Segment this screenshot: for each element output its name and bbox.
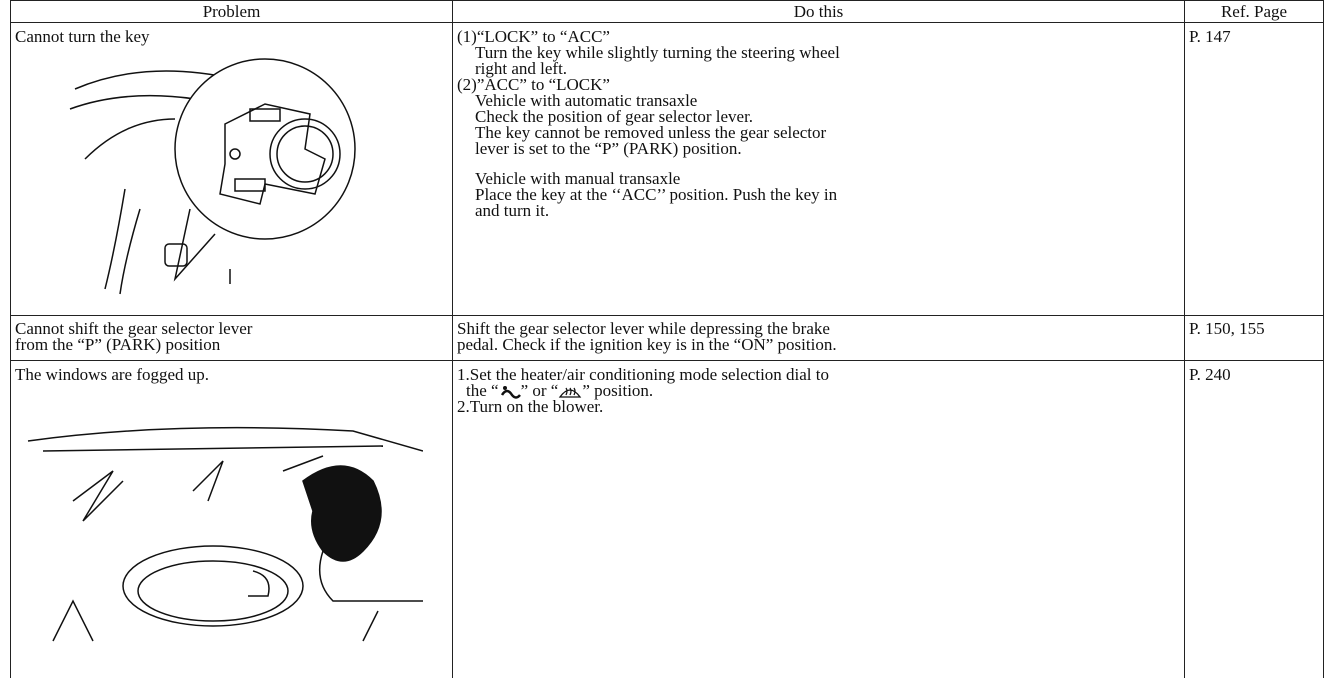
problem-cell: The windows are fogged up. <box>10 360 453 678</box>
step-text: 2.Turn on the blower. <box>457 397 604 417</box>
defrost-icon <box>559 387 582 398</box>
step-text: 1.Set the heater/air conditioning mode s… <box>457 365 830 384</box>
step-text: and turn it. <box>475 201 550 220</box>
ref-text: P. 240 <box>1189 365 1231 384</box>
step-text: the “ ” or “ ” position. <box>457 381 1180 400</box>
step-text: Vehicle with automatic transaxle <box>475 91 698 110</box>
header-cell: Do this <box>452 0 1185 23</box>
step-text: pedal. Check if the ignition key is in t… <box>457 335 837 354</box>
step-text: Vehicle with manual transaxle <box>475 169 681 188</box>
step-text-part: the “ <box>466 381 499 400</box>
step-text-part: ” position. <box>582 381 654 400</box>
problem-text: Cannot turn the key <box>15 27 150 46</box>
problem-cell: Cannot shift the gear selector lever fro… <box>10 315 453 361</box>
foot-defrost-icon <box>500 386 521 399</box>
row: Cannot turn the key (1)“LOCK” to “ACC” T… <box>10 22 1324 316</box>
troubleshooting-table: Problem Do this Ref. Page Cannot turn th… <box>10 0 1324 678</box>
step-text: lever is set to the “P” (PARK) position. <box>475 139 742 158</box>
ref-text: P. 147 <box>1189 27 1231 46</box>
step-text: (2)”ACC” to “LOCK” <box>457 75 610 94</box>
row: Cannot shift the gear selector lever fro… <box>10 315 1324 361</box>
problem-cell: Cannot turn the key <box>10 22 453 316</box>
do-this-cell: 1.Set the heater/air conditioning mode s… <box>452 360 1185 678</box>
ref-text: P. 150, 155 <box>1189 319 1265 338</box>
key-illustration <box>69 58 356 295</box>
step-text: (1)“LOCK” to “ACC” <box>457 27 610 46</box>
problem-text: The windows are fogged up. <box>15 365 210 384</box>
step-text: Place the key at the ‘‘ACC’’ position. P… <box>475 185 838 204</box>
ref-cell: P. 150, 155 <box>1184 315 1324 361</box>
step-text: Shift the gear selector lever while depr… <box>457 319 830 338</box>
ref-cell: P. 240 <box>1184 360 1324 678</box>
do-this-cell: Shift the gear selector lever while depr… <box>452 315 1185 361</box>
header-row: Problem Do this Ref. Page <box>10 0 1324 23</box>
step-text: Turn the key while slightly turning the … <box>475 43 840 62</box>
step-text: The key cannot be removed unless the gea… <box>475 123 827 142</box>
header-cell: Ref. Page <box>1184 0 1324 23</box>
do-this-cell: (1)“LOCK” to “ACC” Turn the key while sl… <box>452 22 1185 316</box>
fogged-window-illustration <box>27 426 424 642</box>
problem-text: Cannot shift the gear selector lever <box>15 319 253 338</box>
ref-cell: P. 147 <box>1184 22 1324 316</box>
step-text: Check the position of gear selector leve… <box>475 107 754 126</box>
header-cell: Problem <box>10 0 453 23</box>
step-text-part: ” or “ <box>520 381 559 400</box>
problem-text: from the “P” (PARK) position <box>15 335 221 354</box>
step-text: right and left. <box>475 59 568 78</box>
row: The windows are fogged up. 1.Set the hea… <box>10 360 1324 678</box>
